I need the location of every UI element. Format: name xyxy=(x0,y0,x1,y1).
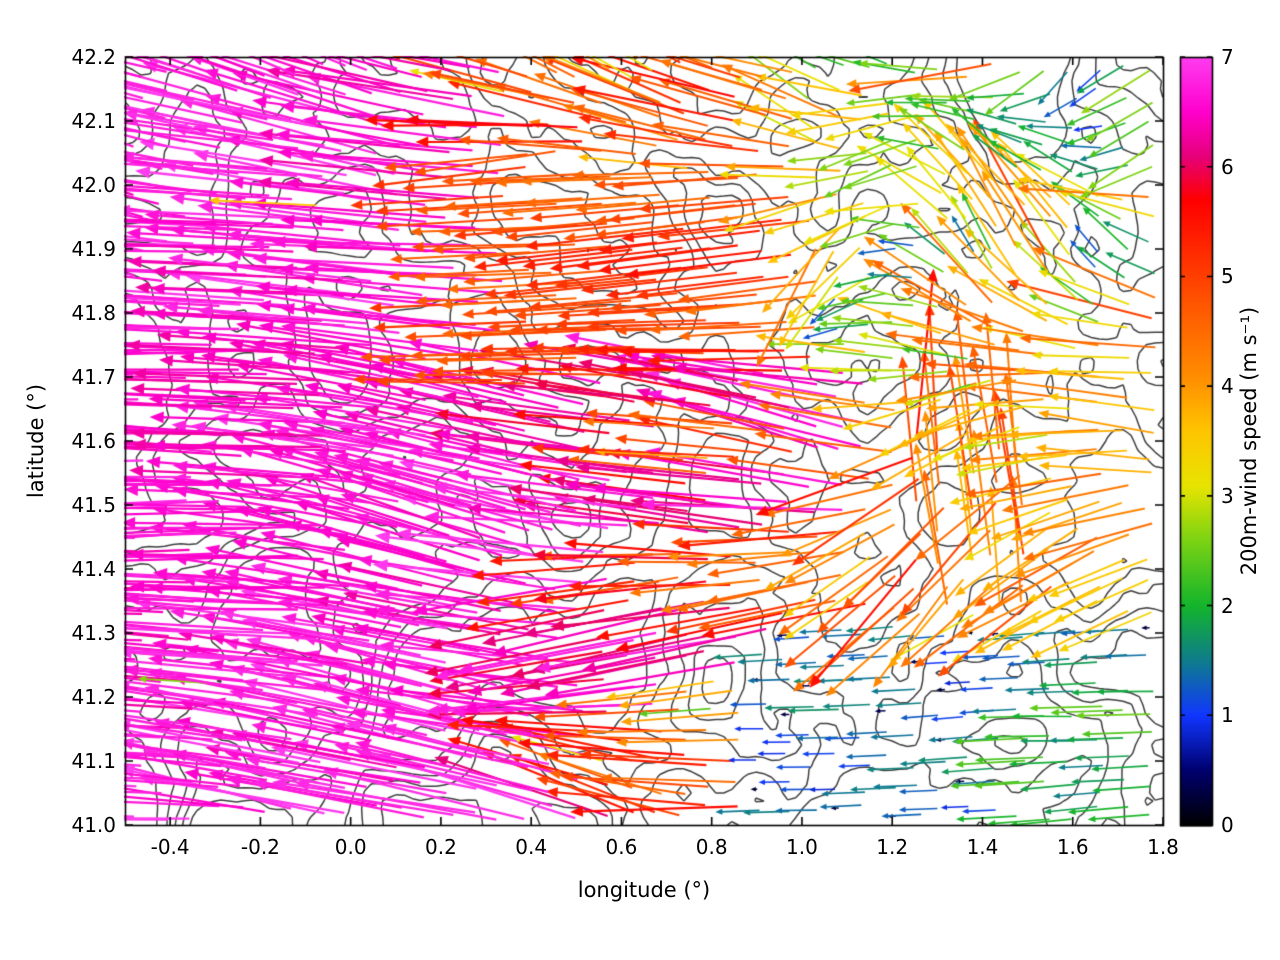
xtick-label: 1.6 xyxy=(1056,835,1089,859)
xtick-label: 1.2 xyxy=(876,835,909,859)
xtick-label: 1.0 xyxy=(786,835,818,859)
ytick-label: 41.1 xyxy=(71,749,116,773)
xtick-label: 1.8 xyxy=(1147,835,1179,859)
ytick-label: 41.2 xyxy=(71,685,116,709)
ytick-label: 41.5 xyxy=(71,493,116,517)
ytick-label: 42.1 xyxy=(71,109,116,133)
ytick-label: 41.7 xyxy=(71,365,116,389)
x-axis-label: longitude (°) xyxy=(577,878,711,902)
ytick-label: 41.8 xyxy=(71,301,116,325)
ytick-label: 42.0 xyxy=(71,173,116,197)
cbtick-label: 6 xyxy=(1221,154,1234,179)
ytick-label: 42.2 xyxy=(71,45,116,69)
cbtick-label: 2 xyxy=(1221,593,1234,618)
xtick-label: -0.2 xyxy=(240,835,280,859)
xtick-label: 0.4 xyxy=(515,835,548,859)
xtick-label: 1.4 xyxy=(966,835,999,859)
xtick-label: -0.4 xyxy=(150,835,190,859)
xtick-label: 0.0 xyxy=(334,835,367,859)
xtick-label: 0.6 xyxy=(605,835,638,859)
cbtick-label: 4 xyxy=(1221,374,1234,399)
cbtick-label: 3 xyxy=(1221,483,1234,508)
cbtick-label: 1 xyxy=(1221,703,1234,728)
xtick-label: 0.2 xyxy=(425,835,457,859)
cbtick-label: 7 xyxy=(1221,45,1234,69)
xtick-label: 0.8 xyxy=(695,835,728,859)
ytick-label: 41.0 xyxy=(71,813,116,837)
ytick-label: 41.9 xyxy=(71,237,116,261)
cbtick-label: 0 xyxy=(1221,813,1234,837)
ytick-label: 41.4 xyxy=(71,557,116,581)
ytick-label: 41.6 xyxy=(71,429,116,453)
ytick-label: 41.3 xyxy=(71,621,116,645)
cbtick-label: 5 xyxy=(1221,264,1234,289)
colorbar-label: 200m-wind speed (m s⁻¹) xyxy=(1237,306,1261,576)
